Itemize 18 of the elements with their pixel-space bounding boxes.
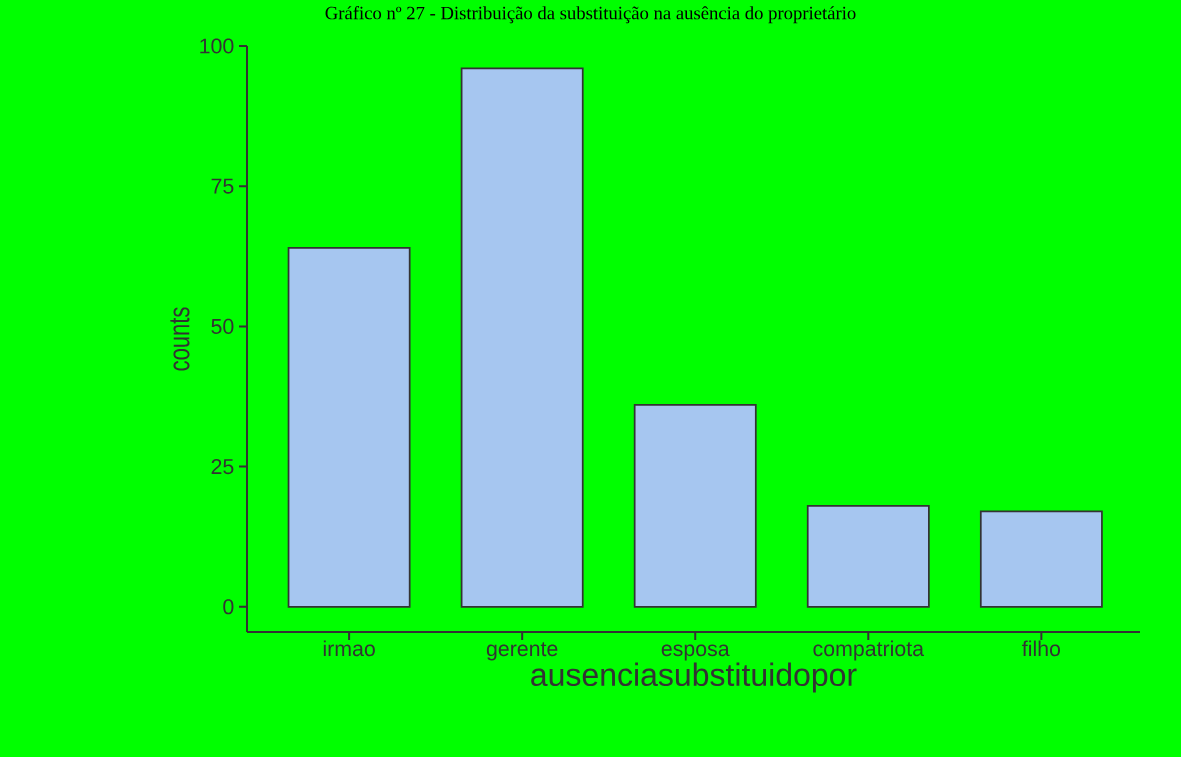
y-tick-label: 100 bbox=[200, 38, 234, 54]
x-tick-label: irmao bbox=[323, 640, 375, 657]
y-tick-label: 25 bbox=[211, 459, 234, 475]
y-axis-title: counts bbox=[170, 307, 190, 371]
x-tick-label: gerente bbox=[486, 642, 558, 661]
bar bbox=[287, 247, 411, 608]
x-tick-label: esposa bbox=[661, 644, 730, 661]
bar bbox=[806, 504, 930, 608]
bar bbox=[460, 67, 584, 608]
x-tick-label: filho bbox=[1022, 640, 1061, 657]
x-tick-label: compatriota bbox=[813, 640, 925, 661]
bar bbox=[979, 510, 1103, 608]
y-tick-label: 75 bbox=[211, 178, 234, 194]
bar bbox=[633, 404, 757, 608]
x-axis-title: ausenciasubstituidopor bbox=[531, 662, 857, 693]
y-tick-label: 50 bbox=[211, 318, 234, 334]
chart-title: Gráfico nº 27 - Distribuição da substituição na ausência do proprietário bbox=[325, 6, 856, 24]
y-tick-label: 0 bbox=[223, 599, 234, 615]
